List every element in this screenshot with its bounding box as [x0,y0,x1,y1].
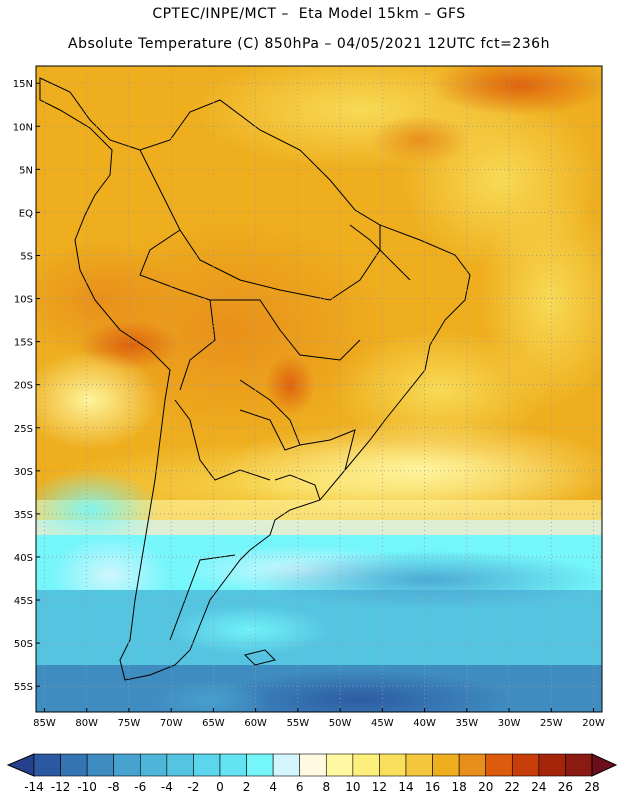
colorbar-labels: -14 -12 -10 -8 -6 -4 -2 0 2 4 6 8 10 12 14 16 18 20 22 24 26… [24,780,599,794]
longitude-labels: 85W 80W 75W 70W 65W 60W 55W 50W 45W 40W 35W 30W 25W 2… [33,718,605,729]
lon-label: 60W [244,718,267,729]
lon-label: 20W [582,718,605,729]
colorbar-swatch [299,753,327,777]
lon-label: 25W [540,718,563,729]
lat-label: 25S [14,424,33,435]
lon-label: 35W [456,718,479,729]
lat-label: 50S [14,639,33,650]
temperature-field [36,66,602,712]
colorbar-swatch [33,753,61,777]
lat-label: 5S [20,251,33,262]
colorbar-swatch [352,753,380,777]
lon-label: 75W [118,718,141,729]
lat-label: 45S [14,596,33,607]
lat-label: 20S [14,381,33,392]
colorbar-swatch [458,753,487,777]
colorbar-label: 24 [531,780,546,794]
colorbar-label: 4 [269,780,277,794]
colorbar-swatch [272,753,301,777]
latitude-labels: 15N 10N 5N EQ 5S 10S 15S 20S 25S 30S 35S 40S 45S 50S 5… [13,79,33,693]
colorbar-swatch [219,753,247,777]
lat-label: 10S [14,295,33,306]
lon-label: 45W [371,718,394,729]
colorbar-label: 0 [216,780,224,794]
colorbar-label: 12 [372,780,387,794]
chart-subtitle: Absolute Temperature (C) 850hPa – 04/05/… [68,36,550,52]
colorbar-swatch [565,753,593,777]
graticule [36,66,602,712]
colorbar-label: 22 [505,780,520,794]
lon-label: 40W [413,718,436,729]
colorbar-label: -8 [108,780,120,794]
lon-label: 30W [498,718,521,729]
chart-title: CPTEC/INPE/MCT – Eta Model 15km – GFS [152,6,466,22]
colorbar-label: 8 [322,780,330,794]
colorbar-swatch [246,753,274,777]
colorbar-swatch [86,753,115,777]
colorbar-swatch [432,753,460,777]
lat-label: 15N [13,79,33,90]
lon-label: 85W [33,718,56,729]
colorbar-swatch [166,753,194,777]
lat-label: 5N [19,165,33,176]
colorbar-label: 18 [452,780,467,794]
colorbar-label: 28 [584,780,599,794]
colorbar-label: -14 [24,780,44,794]
colorbar-swatch [538,753,566,777]
colorbar-label: -12 [51,780,71,794]
colorbar-swatch [325,753,354,777]
colorbar-label: 10 [345,780,360,794]
lon-label: 50W [329,718,352,729]
map-frame [35,65,603,713]
colorbar-swatch [60,753,88,777]
lat-label: 55S [14,682,33,693]
colorbar-swatch [511,753,540,777]
colorbar-label: 6 [296,780,304,794]
colorbar-label: -10 [77,780,97,794]
lat-label: 15S [14,338,33,349]
colorbar-label: 14 [398,780,413,794]
lat-label: 35S [14,510,33,521]
colorbar-label: -4 [161,780,173,794]
colorbar-label: 2 [243,780,251,794]
colorbar-label: 16 [425,780,440,794]
colorbar-label: -6 [134,780,146,794]
lon-label: 55W [287,718,310,729]
colorbar-swatch [193,753,221,777]
colorbar [6,753,618,777]
colorbar-swatch [405,753,433,777]
coastline-borders [39,77,471,681]
lat-label: EQ [19,208,33,219]
colorbar-swatch [139,753,168,777]
lat-label: 10N [13,122,33,133]
colorbar-swatch [379,753,407,777]
lat-label: 40S [14,553,33,564]
colorbar-swatch [485,753,513,777]
colorbar-min-arrow [6,753,35,777]
colorbar-label: 26 [558,780,573,794]
colorbar-max-arrow [591,753,618,777]
lon-label: 70W [160,718,183,729]
colorbar-swatch [113,753,141,777]
lon-label: 65W [202,718,225,729]
colorbar-label: -2 [187,780,199,794]
colorbar-label: 20 [478,780,493,794]
lat-label: 30S [14,467,33,478]
lon-label: 80W [75,718,98,729]
